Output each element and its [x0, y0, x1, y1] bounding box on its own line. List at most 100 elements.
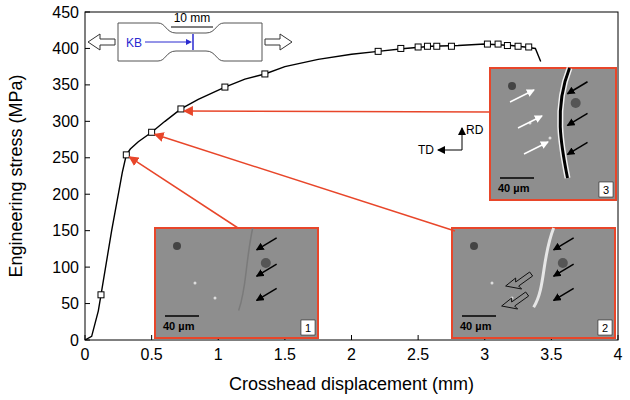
y-tick-label: 450 — [52, 4, 79, 21]
inset-spot — [508, 82, 516, 90]
marker — [526, 44, 532, 50]
crack — [560, 68, 569, 178]
inset-spot — [558, 258, 568, 268]
marker — [98, 292, 104, 298]
scale-label: 10 mm — [174, 11, 211, 25]
inset-label-box — [301, 320, 315, 335]
y-axis-title: Engineering stress (MPa) — [6, 74, 26, 277]
kb-label: KB — [126, 36, 142, 50]
black-arrow — [257, 288, 277, 300]
inset-label: 3 — [603, 184, 609, 196]
marker — [262, 71, 268, 77]
x-tick — [418, 335, 419, 340]
inset-pointer — [184, 111, 490, 112]
black-arrow — [554, 288, 574, 300]
marker — [504, 43, 510, 49]
y-tick — [85, 303, 90, 304]
black-arrow — [257, 238, 277, 250]
inset-pointer — [129, 157, 238, 228]
inset-pointer — [155, 134, 455, 231]
kb-line — [192, 34, 194, 50]
black-arrow — [568, 82, 588, 94]
marker — [515, 43, 521, 49]
inset-spot — [214, 297, 217, 300]
scale-bar-label: 40 µm — [163, 320, 195, 332]
scale-bar-label: 40 µm — [498, 182, 530, 194]
td-label: TD — [418, 143, 434, 157]
y-tick-label: 300 — [52, 113, 79, 130]
inset-spot — [491, 282, 494, 285]
x-tick-label: 3 — [480, 346, 489, 363]
inset-spot — [571, 98, 581, 108]
y-tick — [85, 194, 90, 195]
crack — [239, 228, 253, 311]
y-tick — [85, 157, 90, 158]
y-tick — [85, 121, 90, 122]
x-tick-label: 1.5 — [274, 346, 296, 363]
inset-frame — [490, 68, 616, 200]
y-tick — [85, 12, 90, 13]
white-arrow — [524, 142, 548, 154]
x-tick-label: 0 — [81, 346, 90, 363]
plot-frame — [85, 12, 618, 340]
marker — [448, 43, 454, 49]
black-arrow — [554, 238, 574, 250]
inset-frame — [155, 228, 318, 338]
y-tick — [85, 48, 90, 49]
white-arrow — [518, 116, 542, 128]
x-tick — [151, 335, 152, 340]
y-tick-label: 0 — [70, 332, 79, 349]
y-tick-label: 250 — [52, 149, 79, 166]
y-tick-label: 350 — [52, 76, 79, 93]
micrograph-inset: 40 µm 1 — [155, 228, 318, 338]
crack-edge — [560, 68, 569, 178]
x-tick-label: 3.5 — [540, 346, 562, 363]
specimen-outline — [118, 23, 262, 61]
inset-spot — [549, 137, 552, 140]
inset-label-box — [598, 320, 612, 335]
inset-spot — [173, 242, 181, 250]
black-arrow — [257, 264, 277, 276]
x-tick — [618, 335, 619, 340]
specimen-schematic: 10 mm KB — [88, 11, 292, 61]
marker — [222, 84, 228, 90]
white-arrow — [510, 90, 534, 102]
scale-bar-label: 40 µm — [460, 320, 492, 332]
inset-spot — [261, 258, 271, 268]
x-tick — [351, 335, 352, 340]
micrograph-inset: 40 µm 2 — [452, 228, 615, 338]
inset-label: 1 — [305, 322, 311, 334]
marker — [434, 43, 440, 49]
x-tick-label: 2 — [347, 346, 356, 363]
y-tick — [85, 267, 90, 268]
load-arrow — [265, 34, 292, 50]
marker — [178, 106, 184, 112]
crack — [534, 228, 554, 307]
x-tick-label: 1 — [214, 346, 223, 363]
marker — [415, 44, 421, 50]
black-arrow — [568, 113, 588, 125]
y-tick-label: 100 — [52, 259, 79, 276]
x-tick-label: 2.5 — [407, 346, 429, 363]
scale-bar — [500, 177, 534, 179]
marker — [375, 48, 381, 54]
chart: 00.511.522.533.5405010015020025030035040… — [0, 0, 630, 400]
marker — [123, 152, 129, 158]
y-tick-label: 150 — [52, 222, 79, 239]
marker — [484, 41, 490, 47]
td-arrow — [438, 150, 462, 151]
y-tick-label: 400 — [52, 40, 79, 57]
y-tick — [85, 230, 90, 231]
inset-frame — [452, 228, 615, 338]
inset-label: 2 — [602, 322, 608, 334]
micrograph-inset: 40 µm 3 — [490, 68, 616, 200]
scale-bar — [165, 315, 199, 317]
hollow-arrow — [502, 292, 529, 309]
black-arrow — [568, 142, 588, 154]
inset-label-box — [599, 182, 613, 197]
y-tick-label: 200 — [52, 186, 79, 203]
black-arrow — [554, 264, 574, 276]
x-axis-title: Crosshead displacement (mm) — [229, 374, 474, 394]
kb-arrow-head — [186, 39, 192, 45]
marker — [398, 45, 404, 51]
